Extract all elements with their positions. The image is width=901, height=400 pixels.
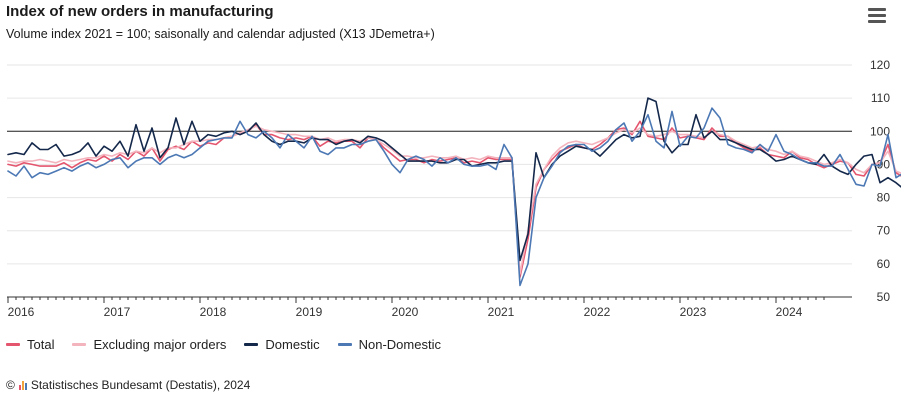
legend-label: Total <box>27 337 55 352</box>
legend-label: Excluding major orders <box>93 337 227 352</box>
credits-text: Statistisches Bundesamt (Destatis), 2024 <box>30 378 251 392</box>
legend-swatch <box>337 343 352 346</box>
x-tick-label: 2018 <box>200 305 227 319</box>
line-chart: 50 60 70 80 90 100 110 120 2016 2017 2018 2019 2020… <box>7 58 901 319</box>
y-tick-label: 60 <box>877 257 891 271</box>
x-tick-label: 2017 <box>104 305 131 319</box>
x-tick-label: 2019 <box>296 305 323 319</box>
destatis-logo-icon <box>18 380 28 390</box>
legend-label: Non-Domestic <box>358 337 441 352</box>
x-tick-label: 2022 <box>584 305 611 319</box>
legend-item-2[interactable]: Domestic <box>244 337 320 352</box>
y-tick-label: 110 <box>871 91 890 105</box>
chart-subtitle: Volume index 2021 = 100; saisonally and … <box>6 27 435 41</box>
y-tick-label: 120 <box>870 58 890 72</box>
series-line-2[interactable] <box>7 97 901 262</box>
y-tick-label: 80 <box>877 191 891 205</box>
series-lines <box>7 97 901 287</box>
legend-item-3[interactable]: Non-Domestic <box>337 337 441 352</box>
y-tick-label: 70 <box>877 224 891 238</box>
series-line-3[interactable] <box>7 107 901 287</box>
chart-legend: Total Excluding major orders Domestic Non-D… <box>6 337 459 352</box>
legend-item-1[interactable]: Excluding major orders <box>72 337 226 352</box>
chart-title: Index of new orders in manufacturing <box>6 3 274 20</box>
legend-swatch <box>72 343 87 346</box>
x-tick-label: 2021 <box>488 305 515 319</box>
y-tick-label: 100 <box>870 124 890 138</box>
legend-swatch <box>6 343 20 346</box>
legend-item-0[interactable]: Total <box>6 337 54 352</box>
legend-label: Domestic <box>265 337 320 352</box>
y-tick-label: 90 <box>877 157 891 171</box>
series-line-1[interactable] <box>7 125 901 275</box>
y-axis-labels: 50 60 70 80 90 100 110 120 <box>870 58 890 304</box>
hamburger-menu-icon[interactable] <box>868 8 886 24</box>
x-tick-label: 2023 <box>680 305 707 319</box>
copyright-symbol: © <box>6 378 15 392</box>
credits: © Statistisches Bundesamt (Destatis), 20… <box>6 378 250 392</box>
x-axis: 2016 2017 2018 2019 2020 2021 2022 2023 2024 <box>7 296 852 319</box>
x-tick-label: 2024 <box>776 305 803 319</box>
legend-swatch <box>244 343 259 346</box>
x-tick-label: 2020 <box>392 305 419 319</box>
y-tick-label: 50 <box>877 290 891 304</box>
x-tick-label: 2016 <box>8 305 35 319</box>
